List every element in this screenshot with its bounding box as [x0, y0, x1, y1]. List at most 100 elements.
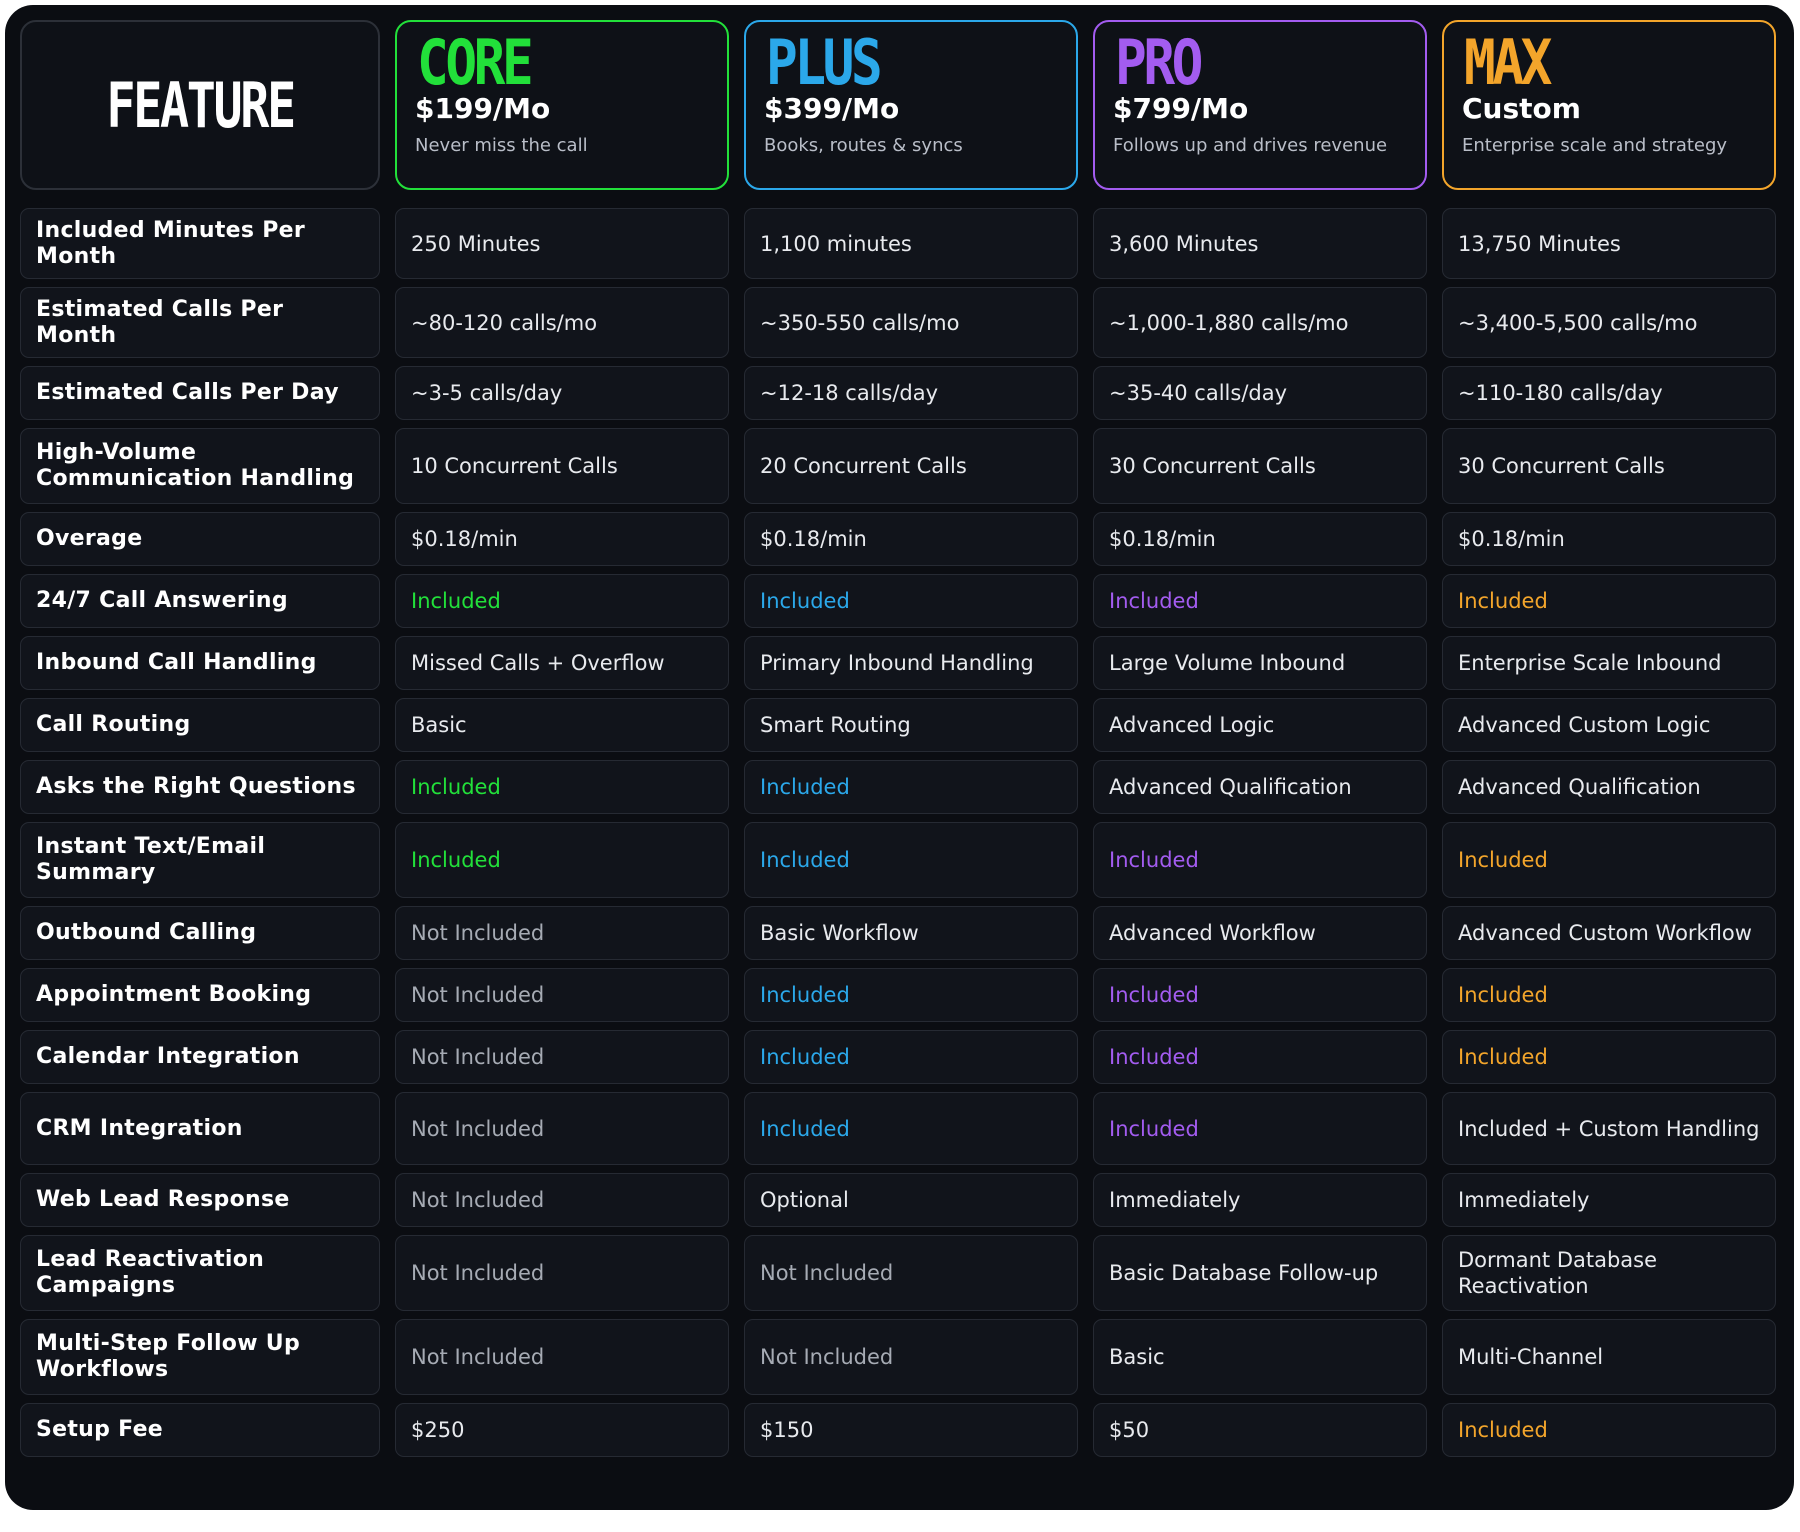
plan-price: $799/Mo — [1113, 92, 1249, 125]
table-row: CRM Integration Not Included Included In… — [20, 1092, 1778, 1165]
row-label: Estimated Calls Per Month — [20, 287, 380, 358]
row-value-core: ~80-120 calls/mo — [395, 287, 729, 358]
row-value-max: Dormant Database Reactivation — [1442, 1235, 1776, 1311]
row-value-core: Included — [395, 822, 729, 898]
row-value-core: Not Included — [395, 906, 729, 960]
row-label: Call Routing — [20, 698, 380, 752]
feature-header-cell: FEATURE — [20, 20, 380, 190]
row-value-core: Not Included — [395, 1173, 729, 1227]
plan-name: PLUS — [766, 26, 883, 99]
row-value-plus: Optional — [744, 1173, 1078, 1227]
table-row: Inbound Call Handling Missed Calls + Ove… — [20, 636, 1778, 690]
row-value-core: Included — [395, 574, 729, 628]
row-value-max: Included — [1442, 1030, 1776, 1084]
row-value-plus: Included — [744, 574, 1078, 628]
row-value-plus: Primary Inbound Handling — [744, 636, 1078, 690]
row-value-pro: $50 — [1093, 1403, 1427, 1457]
row-value-plus: ~12-18 calls/day — [744, 366, 1078, 420]
row-value-pro: Advanced Qualification — [1093, 760, 1427, 814]
row-value-max: Included — [1442, 822, 1776, 898]
row-label: Included Minutes Per Month — [20, 208, 380, 279]
table-row: Estimated Calls Per Month ~80-120 calls/… — [20, 287, 1778, 358]
plan-name: MAX — [1464, 26, 1552, 99]
row-value-max: Included + Custom Handling — [1442, 1092, 1776, 1165]
row-value-pro: ~35-40 calls/day — [1093, 366, 1427, 420]
table-row: Instant Text/Email Summary Included Incl… — [20, 822, 1778, 898]
row-value-plus: Not Included — [744, 1235, 1078, 1311]
row-value-plus: Smart Routing — [744, 698, 1078, 752]
row-value-pro: Immediately — [1093, 1173, 1427, 1227]
row-label: Setup Fee — [20, 1403, 380, 1457]
table-row: Multi-Step Follow Up Workflows Not Inclu… — [20, 1319, 1778, 1395]
plan-header-core: CORE $199/Mo Never miss the call — [395, 20, 729, 190]
table-row: Outbound Calling Not Included Basic Work… — [20, 906, 1778, 960]
row-value-plus: $150 — [744, 1403, 1078, 1457]
row-value-max: Included — [1442, 574, 1776, 628]
table-row: Estimated Calls Per Day ~3-5 calls/day ~… — [20, 366, 1778, 420]
table-row: Included Minutes Per Month 250 Minutes 1… — [20, 208, 1778, 279]
row-value-plus: Not Included — [744, 1319, 1078, 1395]
row-value-core: 10 Concurrent Calls — [395, 428, 729, 504]
row-value-pro: Included — [1093, 968, 1427, 1022]
row-label: Estimated Calls Per Day — [20, 366, 380, 420]
row-value-core: Not Included — [395, 1092, 729, 1165]
row-value-plus: 20 Concurrent Calls — [744, 428, 1078, 504]
row-value-core: Not Included — [395, 1235, 729, 1311]
row-value-core: $0.18/min — [395, 512, 729, 566]
row-value-core: ~3-5 calls/day — [395, 366, 729, 420]
feature-title: FEATURE — [106, 68, 296, 142]
row-value-plus: Included — [744, 760, 1078, 814]
plan-price: $199/Mo — [415, 92, 551, 125]
table-row: Setup Fee $250 $150 $50 Included — [20, 1403, 1778, 1457]
table-row: Appointment Booking Not Included Include… — [20, 968, 1778, 1022]
row-value-pro: $0.18/min — [1093, 512, 1427, 566]
row-value-plus: Included — [744, 968, 1078, 1022]
row-value-pro: Basic Database Follow-up — [1093, 1235, 1427, 1311]
row-value-plus: Included — [744, 1030, 1078, 1084]
plan-name: CORE — [417, 26, 534, 99]
row-value-pro: 30 Concurrent Calls — [1093, 428, 1427, 504]
row-value-max: Enterprise Scale Inbound — [1442, 636, 1776, 690]
plan-header-plus: PLUS $399/Mo Books, routes & syncs — [744, 20, 1078, 190]
row-value-plus: Basic Workflow — [744, 906, 1078, 960]
row-label: 24/7 Call Answering — [20, 574, 380, 628]
row-value-pro: Included — [1093, 1030, 1427, 1084]
row-value-core: Not Included — [395, 968, 729, 1022]
plan-tagline: Enterprise scale and strategy — [1462, 135, 1728, 156]
row-value-core: 250 Minutes — [395, 208, 729, 279]
row-value-pro: Large Volume Inbound — [1093, 636, 1427, 690]
row-label: Calendar Integration — [20, 1030, 380, 1084]
row-value-max: Immediately — [1442, 1173, 1776, 1227]
table-row: Web Lead Response Not Included Optional … — [20, 1173, 1778, 1227]
row-value-pro: Advanced Workflow — [1093, 906, 1427, 960]
plan-price: $399/Mo — [764, 92, 900, 125]
table-row: Call Routing Basic Smart Routing Advance… — [20, 698, 1778, 752]
row-value-pro: Basic — [1093, 1319, 1427, 1395]
row-value-core: Included — [395, 760, 729, 814]
plan-tagline: Books, routes & syncs — [764, 135, 963, 156]
plan-price: Custom — [1462, 92, 1581, 125]
row-value-plus: $0.18/min — [744, 512, 1078, 566]
row-value-max: $0.18/min — [1442, 512, 1776, 566]
row-label: Appointment Booking — [20, 968, 380, 1022]
row-value-plus: Included — [744, 822, 1078, 898]
table-row: Asks the Right Questions Included Includ… — [20, 760, 1778, 814]
table-row: High-Volume Communication Handling 10 Co… — [20, 428, 1778, 504]
row-value-pro: Included — [1093, 574, 1427, 628]
row-label: Inbound Call Handling — [20, 636, 380, 690]
row-value-core: Missed Calls + Overflow — [395, 636, 729, 690]
row-label: Overage — [20, 512, 380, 566]
table-row: 24/7 Call Answering Included Included In… — [20, 574, 1778, 628]
row-value-pro: 3,600 Minutes — [1093, 208, 1427, 279]
table-row: Overage $0.18/min $0.18/min $0.18/min $0… — [20, 512, 1778, 566]
row-value-max: ~110-180 calls/day — [1442, 366, 1776, 420]
row-label: High-Volume Communication Handling — [20, 428, 380, 504]
row-value-max: Included — [1442, 1403, 1776, 1457]
plan-name: PRO — [1115, 26, 1203, 99]
row-value-max: Advanced Custom Logic — [1442, 698, 1776, 752]
row-value-max: 13,750 Minutes — [1442, 208, 1776, 279]
row-value-max: Advanced Custom Workflow — [1442, 906, 1776, 960]
row-value-core: $250 — [395, 1403, 729, 1457]
plan-tagline: Follows up and drives revenue — [1113, 135, 1388, 156]
row-label: Asks the Right Questions — [20, 760, 380, 814]
